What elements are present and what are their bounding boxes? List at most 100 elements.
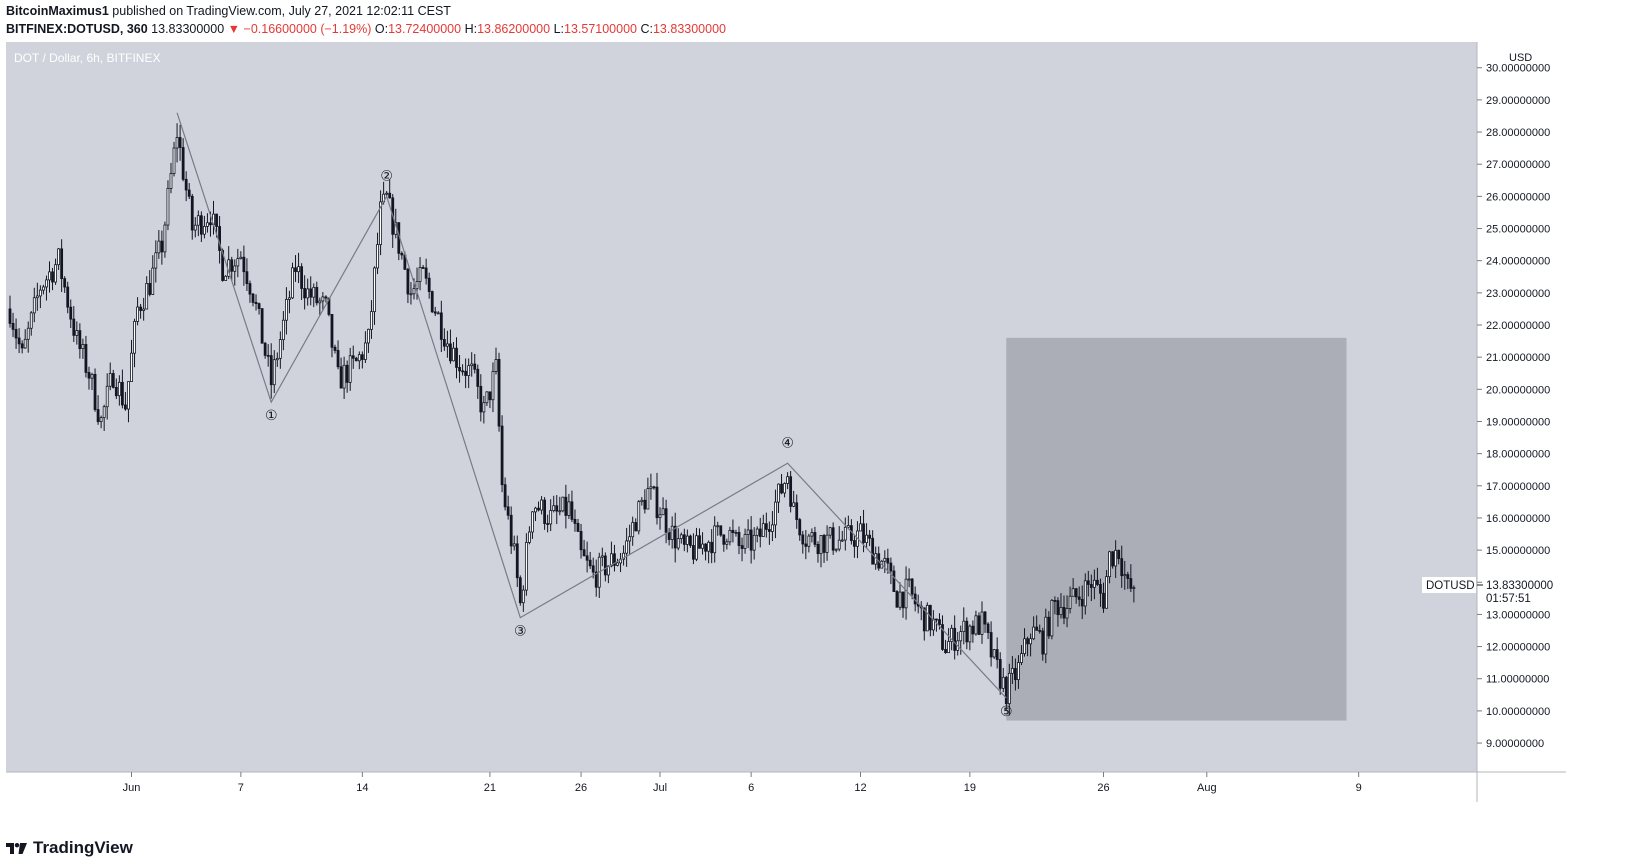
elliott-wave-line[interactable]	[176, 112, 1007, 699]
candle-up	[1083, 580, 1087, 607]
candle-up	[175, 137, 179, 149]
candle-down	[1038, 629, 1042, 632]
candle-down	[1086, 580, 1090, 585]
candle-down	[96, 409, 100, 423]
price-ticks: 30.00000000 29.00000000 28.00000000 27.0000…	[1477, 63, 1550, 750]
candle-down	[351, 355, 355, 359]
price-tick-label: 11.00000000	[1486, 674, 1549, 686]
candle-down	[160, 240, 164, 253]
candle-down	[114, 387, 118, 397]
wave-labels: ① ② ③ ④ ⑤	[265, 168, 1013, 720]
price-change: −0.16600000 (−1.19%)	[243, 22, 372, 36]
candle-down	[822, 535, 826, 553]
candle-down	[245, 271, 249, 285]
candle-up	[409, 293, 413, 296]
last-price-label[interactable]: DOTUSD 13.83300000 01:57:51	[1422, 577, 1558, 607]
candle-down	[87, 371, 91, 379]
price-tick-label: 20.00000000	[1486, 384, 1550, 396]
candle-up	[558, 510, 562, 513]
candle-down	[868, 534, 872, 539]
candle-down	[20, 343, 24, 349]
candle-up	[163, 224, 167, 253]
candle-up	[521, 589, 525, 604]
candle-down	[1026, 638, 1029, 645]
candle-up	[616, 562, 619, 566]
candle-up	[102, 406, 106, 419]
candle-down	[594, 571, 598, 588]
candle-up	[713, 525, 717, 554]
candle-up	[130, 352, 133, 382]
candle-down	[181, 147, 185, 180]
candle-up	[436, 312, 440, 315]
candle-up	[637, 501, 641, 532]
open-value: 13.72400000	[388, 22, 462, 36]
candle-down	[1041, 630, 1045, 655]
last-price: 13.83300000	[151, 22, 225, 36]
candle-up	[367, 328, 370, 344]
candle-up	[224, 275, 228, 281]
time-tick-label: 6	[748, 782, 754, 794]
candle-down	[476, 368, 480, 387]
candle-down	[588, 559, 592, 567]
candle-down	[582, 549, 586, 557]
candle-up	[169, 173, 173, 189]
candle-up	[959, 631, 963, 642]
candle-down	[406, 268, 410, 295]
candle-up	[925, 604, 929, 632]
candle-up	[649, 486, 653, 490]
candle-up	[528, 531, 531, 543]
candle-down	[263, 342, 267, 356]
candle-up	[45, 279, 48, 288]
price-tick-label: 10.00000000	[1486, 706, 1550, 718]
candle-down	[816, 543, 820, 555]
candle-up	[865, 534, 868, 543]
candle-down	[564, 496, 568, 516]
wave-label: ⑤	[1000, 704, 1013, 720]
candle-down	[570, 501, 574, 520]
candle-down	[1089, 584, 1093, 588]
candle-down	[831, 527, 835, 551]
target-zone-box[interactable]	[1006, 337, 1347, 721]
candle-up	[1059, 606, 1063, 616]
candle-up	[81, 344, 85, 350]
candle-down	[767, 529, 771, 532]
candle-up	[470, 363, 474, 367]
time-axis[interactable]	[6, 772, 1477, 802]
candle-down	[922, 607, 926, 632]
candle-up	[48, 271, 51, 281]
candle-down	[1077, 596, 1081, 600]
candle-down	[124, 404, 127, 410]
candle-down	[430, 291, 434, 313]
wave-label: ③	[514, 624, 527, 640]
author-name[interactable]: BitcoinMaximus1	[6, 4, 109, 18]
candle-up	[291, 267, 294, 299]
candle-down	[336, 350, 340, 368]
time-tick-label: 21	[484, 782, 496, 794]
price-tick-label: 21.00000000	[1486, 352, 1550, 364]
candle-down	[1035, 626, 1039, 631]
tradingview-brand[interactable]: TradingView	[6, 838, 133, 858]
candle-down	[886, 557, 890, 564]
candle-down	[427, 277, 431, 292]
price-tick-label: 15.00000000	[1486, 545, 1550, 557]
candle-up	[549, 510, 553, 525]
candle-down	[251, 293, 255, 303]
candle-up	[105, 385, 109, 408]
candle-down	[442, 339, 446, 347]
candle-up	[1001, 676, 1005, 689]
candle-up	[707, 541, 711, 552]
candle-up	[491, 371, 495, 401]
candle-up	[157, 240, 161, 254]
candle-up	[1010, 668, 1014, 674]
candle-down	[710, 541, 714, 554]
candle-up	[646, 488, 650, 510]
time-tick-label: 14	[356, 782, 368, 794]
candle-down	[965, 620, 969, 643]
candle-up	[239, 256, 243, 260]
candle-down	[579, 531, 583, 551]
price-axis[interactable]	[1477, 42, 1566, 802]
time-tick-label: Jun	[123, 782, 141, 794]
candle-up	[1032, 626, 1036, 640]
candle-up	[534, 507, 537, 513]
